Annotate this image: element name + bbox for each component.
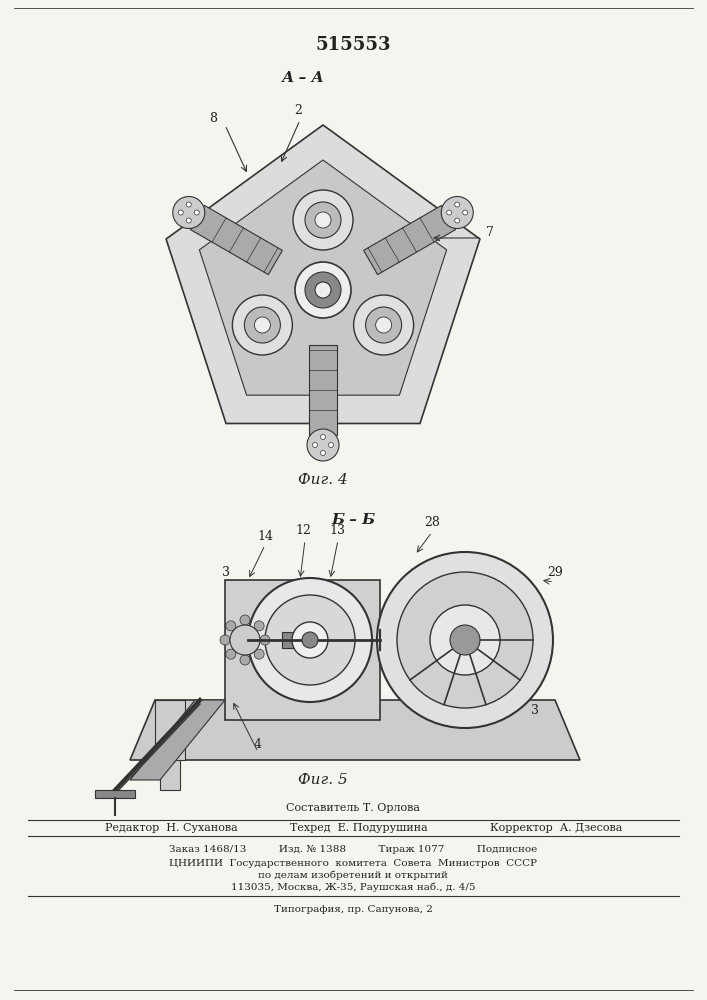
Circle shape bbox=[455, 218, 460, 223]
Bar bbox=[282, 632, 302, 648]
FancyBboxPatch shape bbox=[225, 580, 380, 720]
Text: Техред  Е. Подурушина: Техред Е. Подурушина bbox=[290, 823, 428, 833]
Text: Корректор  А. Дзесова: Корректор А. Дзесова bbox=[490, 823, 622, 833]
Text: по делам изобретений и открытий: по делам изобретений и открытий bbox=[258, 870, 448, 880]
Circle shape bbox=[293, 190, 353, 250]
FancyBboxPatch shape bbox=[309, 345, 337, 435]
Circle shape bbox=[447, 210, 452, 215]
Circle shape bbox=[295, 262, 351, 318]
Circle shape bbox=[377, 552, 553, 728]
Circle shape bbox=[173, 196, 205, 229]
Circle shape bbox=[455, 202, 460, 207]
Circle shape bbox=[450, 625, 480, 655]
Text: Составитель Т. Орлова: Составитель Т. Орлова bbox=[286, 803, 420, 813]
Circle shape bbox=[220, 635, 230, 645]
Circle shape bbox=[315, 282, 331, 298]
FancyBboxPatch shape bbox=[363, 205, 455, 275]
Circle shape bbox=[178, 210, 183, 215]
Circle shape bbox=[305, 202, 341, 238]
Circle shape bbox=[463, 210, 468, 215]
Text: Редактор  Н. Суханова: Редактор Н. Суханова bbox=[105, 823, 238, 833]
Text: Типография, пр. Сапунова, 2: Типография, пр. Сапунова, 2 bbox=[274, 906, 433, 914]
Text: 12: 12 bbox=[295, 524, 311, 536]
Circle shape bbox=[260, 635, 270, 645]
Text: 515553: 515553 bbox=[315, 36, 391, 54]
Text: 28: 28 bbox=[424, 516, 440, 530]
Circle shape bbox=[315, 212, 331, 228]
Circle shape bbox=[240, 615, 250, 625]
Text: 13: 13 bbox=[329, 524, 345, 536]
Circle shape bbox=[194, 210, 199, 215]
Text: А – А: А – А bbox=[281, 71, 325, 85]
Polygon shape bbox=[166, 125, 480, 423]
Circle shape bbox=[366, 307, 402, 343]
Circle shape bbox=[305, 272, 341, 308]
Text: 113035, Москва, Ж-35, Раушская наб., д. 4/5: 113035, Москва, Ж-35, Раушская наб., д. … bbox=[230, 882, 475, 892]
Circle shape bbox=[245, 307, 281, 343]
Circle shape bbox=[320, 434, 325, 440]
Circle shape bbox=[233, 295, 293, 355]
Circle shape bbox=[375, 317, 392, 333]
Circle shape bbox=[254, 649, 264, 659]
Circle shape bbox=[230, 625, 260, 655]
Text: ЦНИИПИ  Государственного  комитета  Совета  Министров  СССР: ЦНИИПИ Государственного комитета Совета … bbox=[169, 858, 537, 867]
Text: 7: 7 bbox=[486, 226, 494, 238]
Circle shape bbox=[186, 218, 192, 223]
Polygon shape bbox=[130, 700, 225, 780]
Circle shape bbox=[248, 578, 372, 702]
Text: 8: 8 bbox=[209, 111, 217, 124]
Circle shape bbox=[430, 605, 500, 675]
Circle shape bbox=[302, 632, 318, 648]
Circle shape bbox=[292, 622, 328, 658]
Text: Фиг. 4: Фиг. 4 bbox=[298, 473, 348, 487]
Text: 2: 2 bbox=[294, 104, 302, 116]
Circle shape bbox=[255, 317, 270, 333]
Bar bbox=[95, 790, 135, 798]
Text: Заказ 1468/13          Изд. № 1388          Тираж 1077          Подписное: Заказ 1468/13 Изд. № 1388 Тираж 1077 Под… bbox=[169, 846, 537, 854]
Circle shape bbox=[240, 655, 250, 665]
Circle shape bbox=[254, 621, 264, 631]
FancyBboxPatch shape bbox=[190, 205, 282, 275]
Bar bbox=[160, 760, 180, 790]
Circle shape bbox=[329, 442, 334, 448]
Circle shape bbox=[441, 196, 473, 229]
Circle shape bbox=[320, 450, 325, 456]
Circle shape bbox=[265, 595, 355, 685]
Text: Б – Б: Б – Б bbox=[331, 513, 375, 527]
Circle shape bbox=[307, 429, 339, 461]
Circle shape bbox=[397, 572, 533, 708]
Text: 4: 4 bbox=[254, 738, 262, 752]
Text: Фиг. 5: Фиг. 5 bbox=[298, 773, 348, 787]
Text: 3: 3 bbox=[531, 704, 539, 716]
Circle shape bbox=[226, 621, 236, 631]
Polygon shape bbox=[199, 160, 447, 395]
Text: 29: 29 bbox=[547, 566, 563, 578]
Polygon shape bbox=[130, 700, 580, 760]
Text: 14: 14 bbox=[257, 530, 273, 544]
Circle shape bbox=[312, 442, 317, 448]
Text: 3: 3 bbox=[222, 566, 230, 578]
Circle shape bbox=[354, 295, 414, 355]
Bar bbox=[155, 700, 185, 760]
Circle shape bbox=[226, 649, 236, 659]
Circle shape bbox=[186, 202, 192, 207]
